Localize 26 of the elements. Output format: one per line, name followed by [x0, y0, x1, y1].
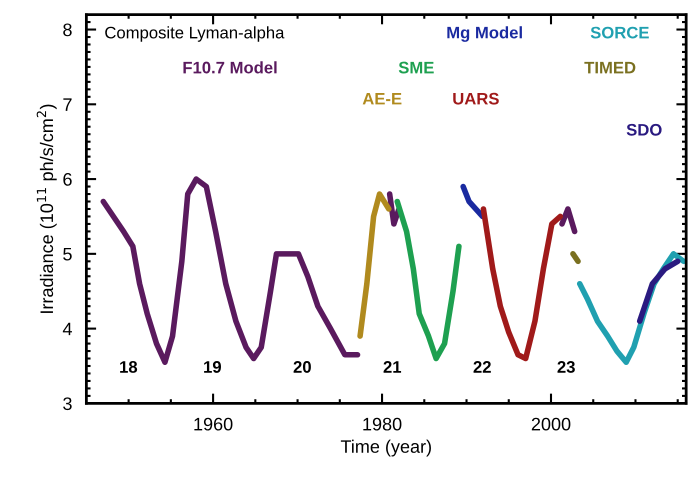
x-tick-label: 1960: [194, 418, 232, 431]
text: SME: [398, 62, 434, 74]
annotation: 23: [558, 361, 575, 373]
x-tick-label: 1980: [363, 418, 402, 431]
annotation: 19: [204, 361, 221, 373]
annotation: Composite Lyman-alpha: [105, 26, 284, 42]
annotation: 18: [120, 361, 138, 373]
y-tick-label: 5: [63, 248, 72, 261]
text: AE-E: [362, 92, 402, 104]
x-axis-title: Time (year): [340, 440, 431, 456]
y-tick-label: 3: [63, 397, 72, 410]
x-tick-label: 2000: [532, 418, 570, 431]
y-tick-label: 6: [63, 173, 72, 186]
y-tick-label: 7: [63, 98, 72, 111]
y-tick-label: 8: [63, 23, 72, 36]
text: UARS: [453, 92, 499, 105]
annotation: 20: [294, 361, 311, 373]
text: F10.7 Model: [183, 61, 277, 74]
annotation: 21: [384, 361, 402, 373]
text: SORCE: [590, 26, 649, 38]
y-axis-title: Irradiance (10$^{11}$ ph/s/cm$^{2}$): [36, 104, 57, 313]
text: SDO: [626, 124, 662, 136]
y-tick-label: 4: [62, 322, 72, 336]
text: TIMED: [584, 62, 636, 74]
text: Mg Model: [447, 26, 522, 42]
annotation: 22: [474, 361, 491, 373]
